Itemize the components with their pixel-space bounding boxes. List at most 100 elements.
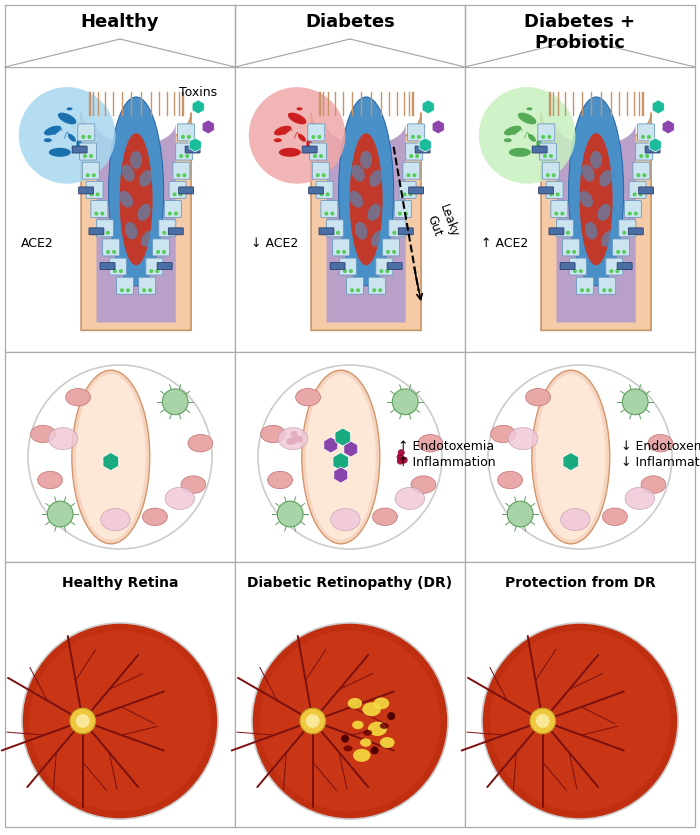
Polygon shape [97, 124, 176, 322]
Polygon shape [465, 352, 695, 562]
Circle shape [341, 735, 349, 742]
Circle shape [76, 714, 90, 728]
Polygon shape [235, 352, 465, 562]
Circle shape [554, 211, 559, 215]
FancyBboxPatch shape [403, 162, 420, 180]
Text: Toxins: Toxins [179, 86, 217, 99]
Ellipse shape [349, 191, 363, 208]
Circle shape [126, 288, 130, 292]
Ellipse shape [585, 222, 597, 240]
Circle shape [397, 453, 404, 460]
Circle shape [508, 501, 533, 527]
FancyBboxPatch shape [542, 162, 559, 180]
Circle shape [415, 154, 419, 158]
Circle shape [336, 230, 340, 235]
FancyBboxPatch shape [97, 220, 113, 237]
Polygon shape [432, 120, 444, 134]
Ellipse shape [371, 230, 385, 246]
FancyBboxPatch shape [406, 143, 423, 160]
Circle shape [602, 288, 606, 292]
Circle shape [330, 211, 335, 215]
Circle shape [412, 173, 416, 177]
Circle shape [319, 154, 323, 158]
FancyBboxPatch shape [569, 258, 587, 275]
Circle shape [573, 269, 577, 273]
FancyBboxPatch shape [178, 187, 194, 194]
Polygon shape [563, 453, 579, 471]
Circle shape [317, 135, 321, 139]
Polygon shape [652, 100, 664, 114]
Ellipse shape [348, 698, 362, 709]
Circle shape [286, 438, 293, 445]
Circle shape [106, 230, 110, 235]
Circle shape [586, 288, 590, 292]
Ellipse shape [598, 204, 610, 221]
Circle shape [162, 230, 167, 235]
Circle shape [156, 250, 160, 254]
FancyBboxPatch shape [638, 187, 654, 194]
FancyBboxPatch shape [407, 124, 424, 141]
Ellipse shape [188, 434, 213, 452]
Polygon shape [324, 437, 337, 453]
Ellipse shape [58, 113, 76, 124]
Circle shape [290, 438, 297, 444]
Ellipse shape [579, 191, 593, 208]
Circle shape [608, 288, 612, 292]
Circle shape [560, 230, 564, 235]
Circle shape [616, 250, 620, 254]
Ellipse shape [122, 164, 134, 181]
Circle shape [330, 230, 334, 235]
FancyBboxPatch shape [538, 187, 554, 194]
Circle shape [609, 269, 613, 273]
Ellipse shape [48, 428, 78, 449]
Circle shape [633, 192, 636, 196]
Ellipse shape [339, 97, 393, 286]
Circle shape [639, 154, 643, 158]
Circle shape [378, 288, 382, 292]
Circle shape [342, 250, 346, 254]
Ellipse shape [625, 488, 654, 509]
Circle shape [550, 192, 554, 196]
FancyBboxPatch shape [546, 181, 563, 199]
Circle shape [187, 135, 191, 139]
FancyBboxPatch shape [91, 200, 108, 218]
Circle shape [552, 173, 556, 177]
Circle shape [622, 250, 626, 254]
Polygon shape [326, 124, 406, 322]
Ellipse shape [76, 140, 85, 155]
FancyBboxPatch shape [346, 277, 363, 294]
Ellipse shape [363, 702, 381, 716]
Circle shape [541, 135, 545, 139]
Circle shape [326, 192, 330, 196]
Circle shape [81, 135, 85, 139]
FancyBboxPatch shape [176, 143, 192, 160]
Circle shape [179, 154, 183, 158]
Ellipse shape [395, 488, 424, 509]
Circle shape [83, 154, 87, 158]
Circle shape [402, 192, 407, 196]
Circle shape [572, 250, 576, 254]
Circle shape [30, 630, 210, 812]
FancyBboxPatch shape [302, 146, 317, 153]
Circle shape [90, 192, 94, 196]
Ellipse shape [302, 370, 380, 544]
Circle shape [636, 173, 641, 177]
FancyBboxPatch shape [72, 146, 87, 153]
FancyBboxPatch shape [308, 124, 325, 141]
Ellipse shape [49, 148, 71, 157]
Circle shape [252, 623, 448, 819]
Circle shape [547, 135, 552, 139]
Circle shape [88, 135, 91, 139]
Circle shape [411, 135, 415, 139]
FancyBboxPatch shape [185, 146, 200, 153]
Circle shape [643, 173, 646, 177]
Ellipse shape [295, 388, 321, 406]
Circle shape [398, 230, 402, 235]
Circle shape [629, 230, 632, 235]
Ellipse shape [360, 151, 372, 169]
FancyBboxPatch shape [629, 181, 646, 199]
FancyBboxPatch shape [549, 228, 564, 235]
Ellipse shape [278, 428, 308, 449]
Ellipse shape [380, 737, 395, 748]
Ellipse shape [141, 230, 155, 246]
